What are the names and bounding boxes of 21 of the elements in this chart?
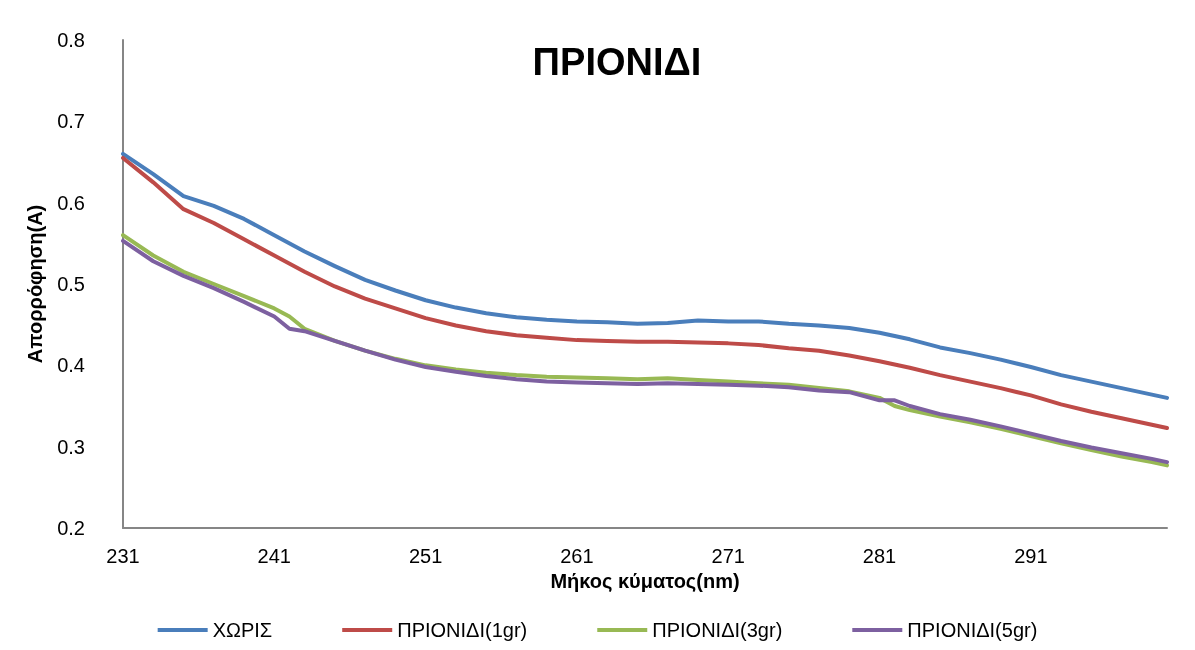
x-tick-label: 281 xyxy=(862,545,897,567)
y-tick-label: 0.6 xyxy=(57,191,85,214)
x-tick-label: 241 xyxy=(257,545,291,567)
x-tick-label: 271 xyxy=(711,545,745,567)
y-axis-title: Απορρόφηση(A) xyxy=(24,204,46,364)
x-tick-label: 251 xyxy=(408,545,443,567)
x-axis-title: Μήκος κύματος(nm) xyxy=(550,569,740,592)
y-tick-label: 0.4 xyxy=(57,354,85,377)
y-tick-label: 0.3 xyxy=(57,435,85,458)
legend-label: ΠΡΙΟΝΙΔΙ(5gr) xyxy=(907,619,1038,641)
x-tick-label: 231 xyxy=(106,545,140,567)
legend-label: ΠΡΙΟΝΙΔΙ(1gr) xyxy=(397,619,528,641)
y-tick-label: 0.5 xyxy=(57,273,85,295)
y-tick-label: 0.8 xyxy=(57,29,85,51)
legend-label: ΧΩΡΙΣ xyxy=(212,619,273,641)
x-tick-label: 261 xyxy=(560,545,594,567)
y-tick-label: 0.2 xyxy=(57,517,85,539)
legend-label: ΠΡΙΟΝΙΔΙ(3gr) xyxy=(652,619,783,641)
chart-title: ΠΡΙΟΝΙΔΙ xyxy=(532,41,702,83)
y-tick-label: 0.7 xyxy=(57,110,85,133)
x-tick-label: 291 xyxy=(1014,545,1048,567)
